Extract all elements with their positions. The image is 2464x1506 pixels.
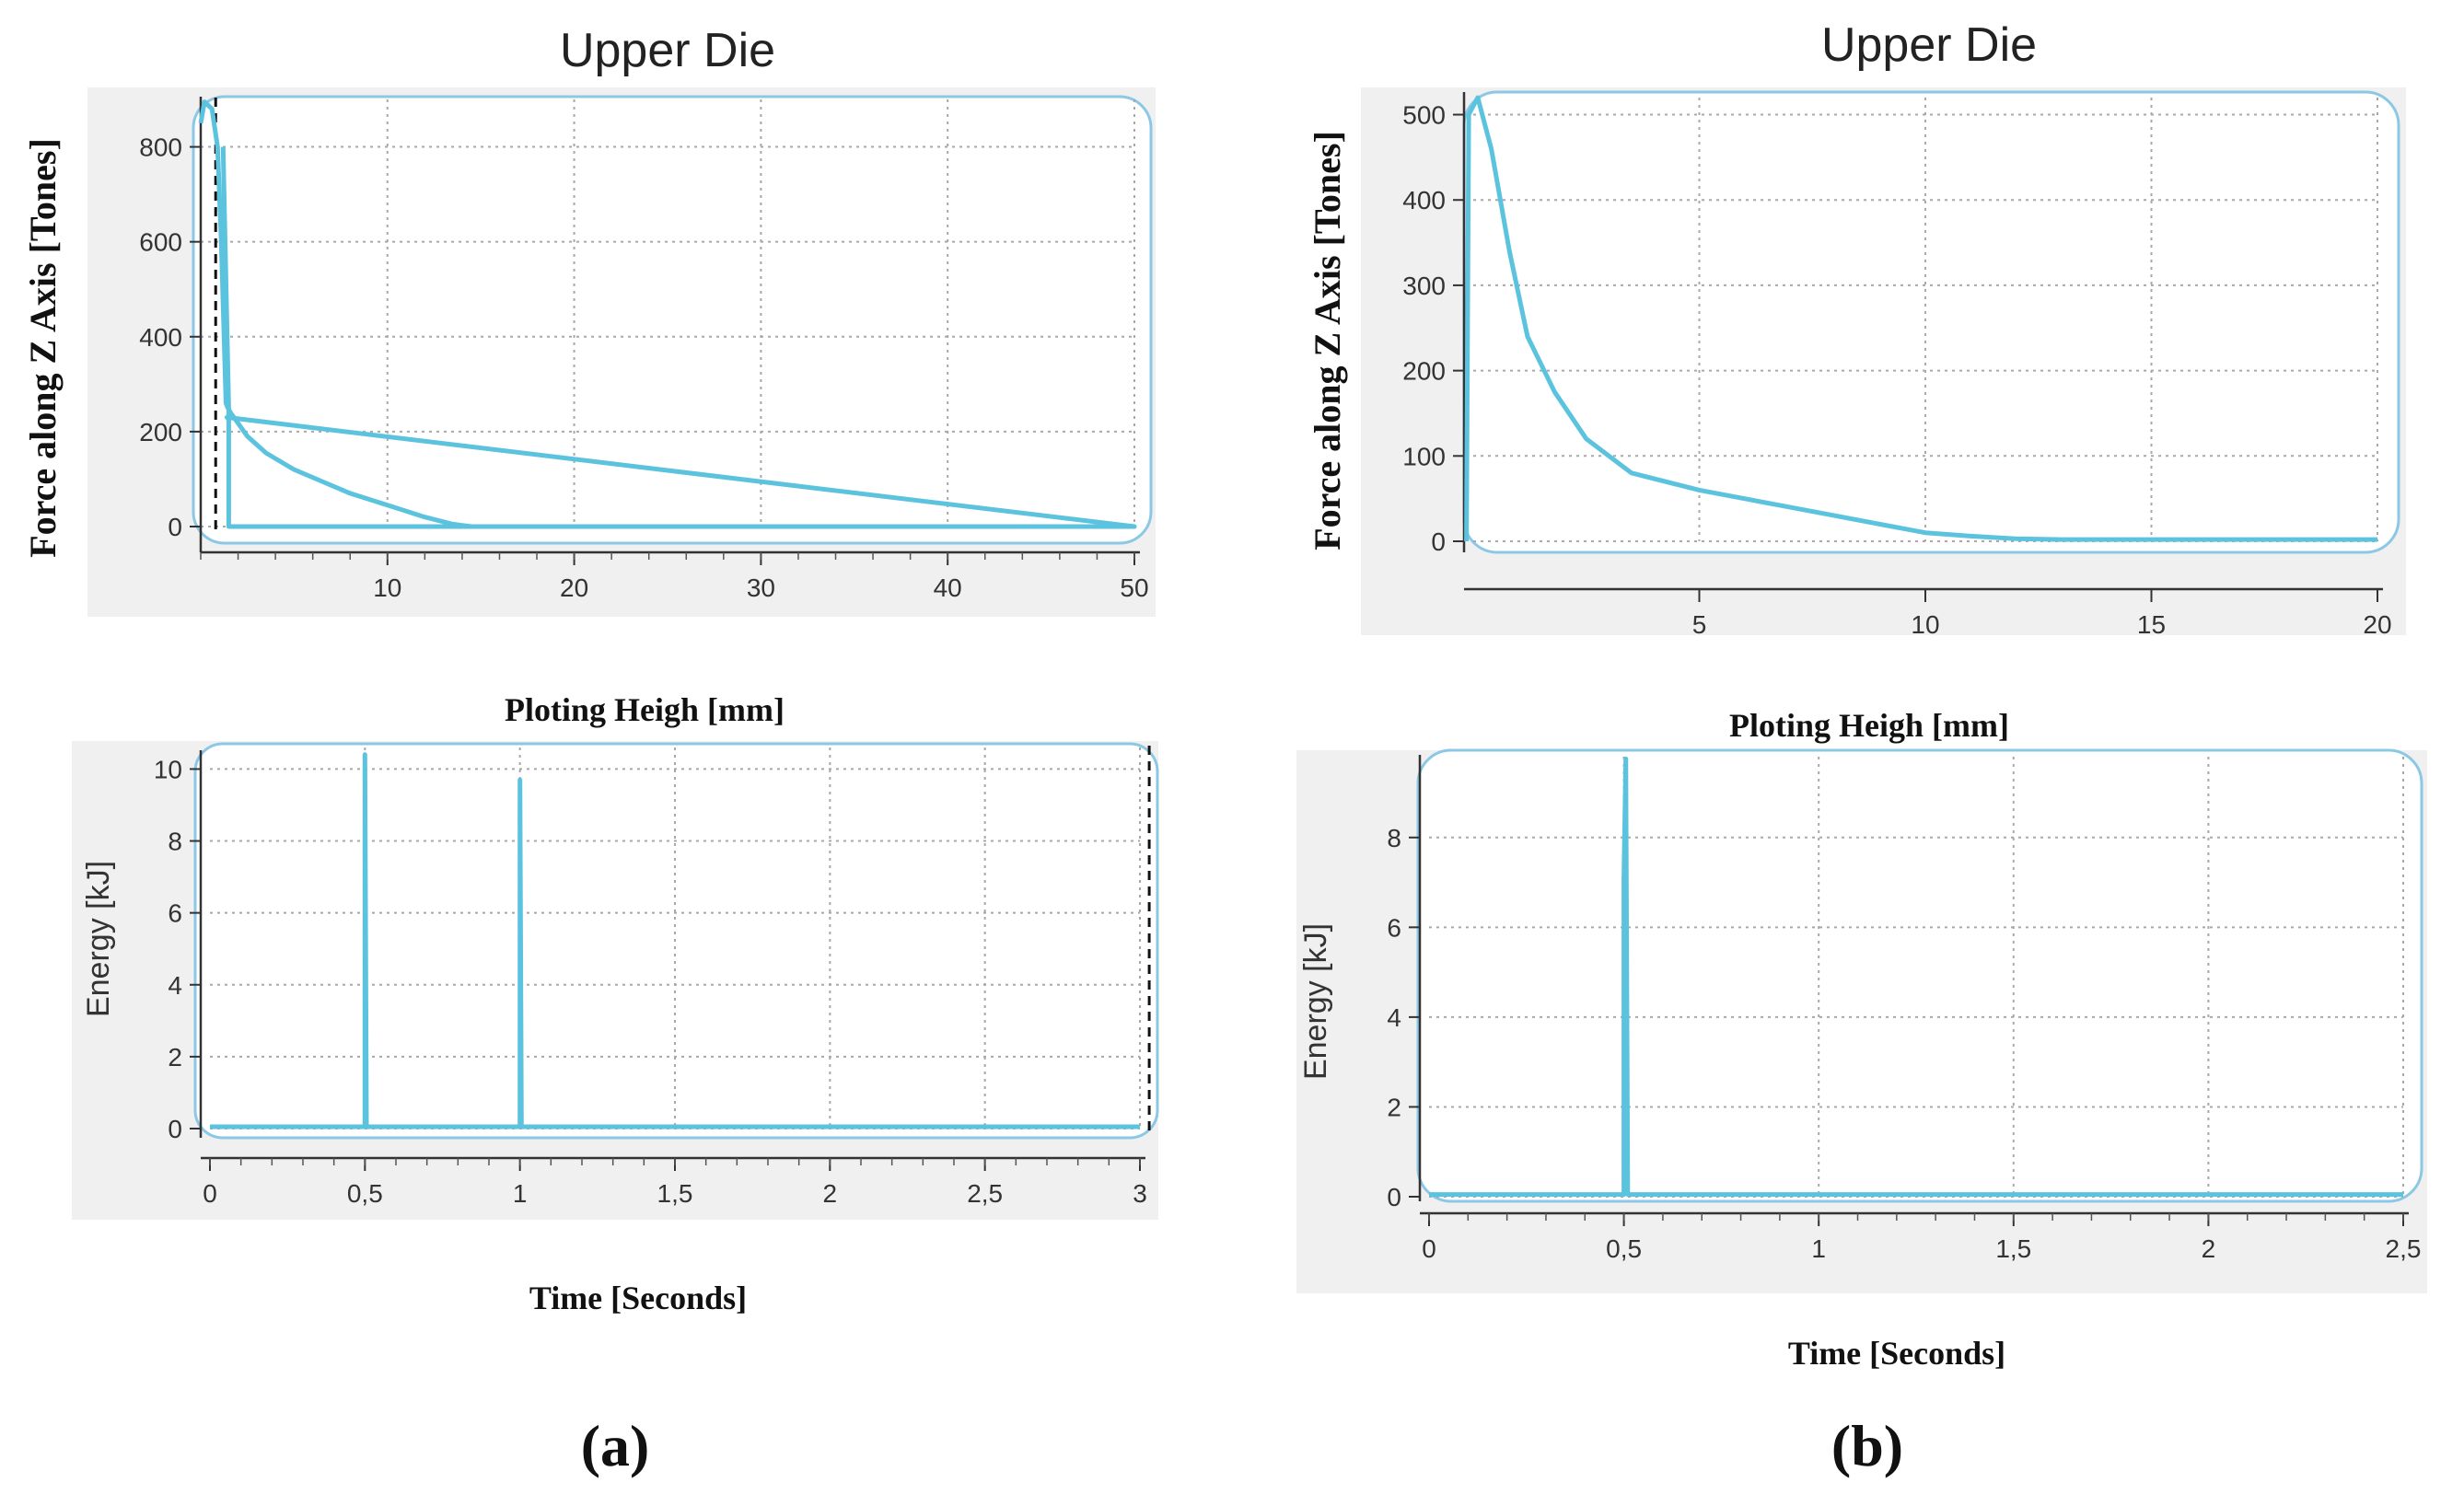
series-line-energy	[210, 752, 1140, 1130]
x-tick-label: 2,5	[2386, 1234, 2422, 1263]
x-tick-label: 2	[2202, 1234, 2216, 1263]
chart-b-force-xlabel: Ploting Heigh [mm]	[1729, 707, 2009, 744]
chart-a-energy-xlabel: Time [Seconds]	[529, 1280, 747, 1316]
x-tick-label: 0	[203, 1179, 217, 1208]
x-tick-label: 20	[560, 573, 588, 602]
x-tick-label: 1,5	[1995, 1234, 2031, 1263]
x-tick-label: 1	[513, 1179, 528, 1208]
y-tick-label: 800	[139, 133, 182, 162]
x-tick-label: 40	[934, 573, 962, 602]
chart-b-force-ylabel: Force along Z Axis [Tones]	[1307, 131, 1348, 550]
y-tick-label: 500	[1402, 101, 1446, 130]
x-tick-label: 20	[2363, 610, 2391, 639]
chart-a-energy: 0 2 4 6 8 10 0 0,5 1 1,5 2 2,5 3 Time [Seconds] Ener…	[72, 741, 1159, 1316]
y-tick-label: 400	[139, 323, 182, 352]
x-tick-label: 10	[1911, 610, 1939, 639]
x-tick-label: 0,5	[347, 1179, 383, 1208]
y-tick-label: 0	[1431, 527, 1446, 556]
series-line-force	[1464, 95, 2377, 542]
y-tick-label: 6	[1387, 913, 1401, 942]
y-tick-label: 100	[1402, 442, 1446, 470]
chart-b-energy-xlabel: Time [Seconds]	[1788, 1335, 2005, 1372]
chart-b-force-title: Upper Die	[1821, 18, 2037, 72]
chart-b-energy-ylabel: Energy [kJ]	[1298, 923, 1333, 1080]
chart-a-energy-frame	[193, 742, 1159, 1140]
chart-a-energy-ylabel: Energy [kJ]	[81, 861, 116, 1017]
x-tick-label: 3	[1133, 1179, 1147, 1208]
x-tick-label: 5	[1692, 610, 1707, 639]
y-tick-label: 0	[168, 1115, 182, 1143]
y-tick-label: 400	[1402, 186, 1446, 214]
x-tick-label: 2	[823, 1179, 838, 1208]
series-line-energy	[1429, 756, 2403, 1198]
chart-a-force-xlabel: Ploting Heigh [mm]	[505, 691, 785, 728]
x-tick-label: 30	[747, 573, 775, 602]
chart-b-energy: 0 2 4 6 8 0 0,5 1 1,5 2 2,5 Time [Seconds] Energy …	[1296, 748, 2427, 1372]
y-tick-label: 4	[168, 971, 182, 1000]
y-tick-label: 2	[168, 1043, 182, 1072]
x-tick-label: 2,5	[967, 1179, 1003, 1208]
x-tick-label: 0	[1422, 1234, 1436, 1263]
y-tick-label: 200	[139, 418, 182, 446]
x-tick-label: 15	[2137, 610, 2166, 639]
series-line-force	[198, 99, 1137, 529]
chart-a-force: 0 200 400 600 800 10 20 30 40 50 Upper Die Plotin…	[22, 24, 1156, 728]
chart-a-force-frame	[192, 95, 1153, 545]
y-tick-label: 10	[154, 755, 182, 783]
panel-label-a: (a)	[581, 1413, 650, 1478]
x-tick-label: 1,5	[657, 1179, 693, 1208]
x-tick-label: 0,5	[1606, 1234, 1642, 1263]
panel-label-b: (b)	[1831, 1413, 1903, 1478]
y-tick-label: 6	[168, 899, 182, 928]
y-tick-label: 8	[168, 828, 182, 856]
chart-b-force: 0 100 200 300 400 500 5 10 15 20 Upper Die Plotin…	[1307, 18, 2406, 744]
y-tick-label: 200	[1402, 357, 1446, 386]
y-tick-label: 8	[1387, 824, 1401, 852]
y-tick-label: 0	[1387, 1183, 1401, 1211]
y-tick-label: 600	[139, 228, 182, 257]
chart-b-energy-frame	[1416, 748, 2423, 1203]
chart-b-force-frame	[1462, 90, 2400, 554]
chart-a-force-title: Upper Die	[560, 24, 775, 77]
y-tick-label: 0	[168, 513, 182, 541]
y-tick-label: 300	[1402, 272, 1446, 300]
y-tick-label: 4	[1387, 1003, 1401, 1032]
chart-a-force-ylabel: Force along Z Axis [Tones]	[22, 138, 64, 558]
x-tick-label: 1	[1811, 1234, 1826, 1263]
y-tick-label: 2	[1387, 1093, 1401, 1121]
x-tick-label: 50	[1120, 573, 1148, 602]
x-tick-label: 10	[373, 573, 401, 602]
